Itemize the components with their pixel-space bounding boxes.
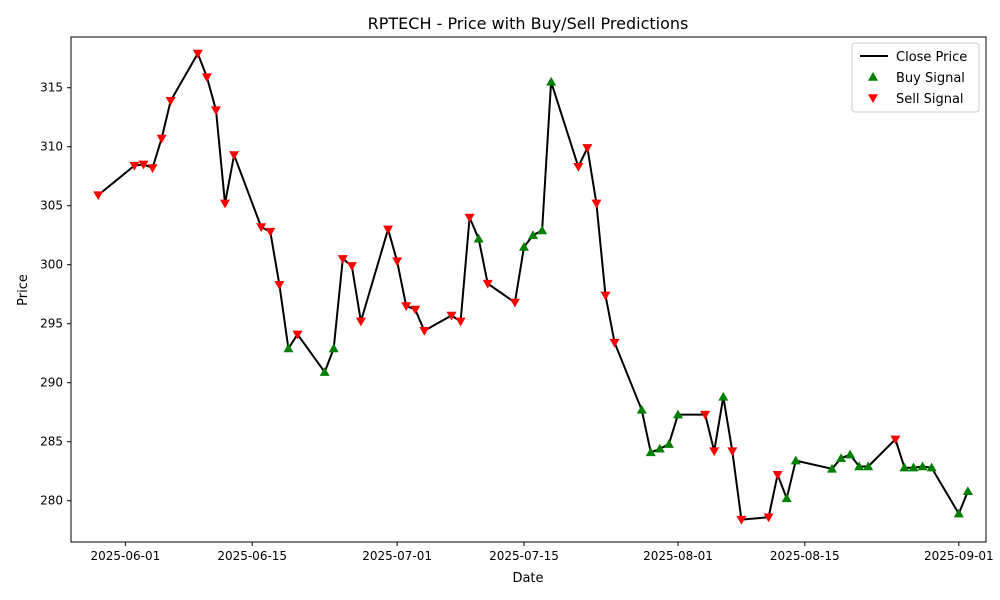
buy-signal-marker [319,367,330,376]
sell-signal-marker [93,191,104,201]
sell-signal-marker [573,163,584,172]
buy-signal-marker [926,462,937,472]
buy-signal-marker [953,508,964,518]
buy-signal-marker [518,242,529,251]
buy-signal-marker [836,453,847,462]
buy-signal-marker [899,462,910,472]
sell-signal-marker [609,338,620,348]
buy-signal-marker [654,443,665,453]
x-tick-label: 2025-06-01 [90,549,160,563]
sell-signal-marker [482,279,493,289]
legend-sell-signal-swatch [868,94,878,103]
buy-signal-marker [636,404,647,414]
y-tick-label: 315 [40,81,63,95]
sell-signal-marker [709,447,720,457]
y-tick-label: 290 [40,376,63,390]
sell-signal-marker [346,262,357,271]
y-axis-label: Price [16,274,31,306]
buy-signal-marker [781,493,792,503]
sell-signal-marker [700,410,711,420]
sell-signal-marker [337,255,348,264]
sell-signal-marker [265,227,276,237]
buy-signal-marker [537,225,548,235]
legend-buy-signal-swatch [868,72,878,81]
y-tick-label: 295 [40,317,63,331]
legend-label: Close Price [896,50,967,65]
buy-signal-marker [328,343,339,353]
sell-signal-marker [591,199,602,209]
buy-signal-marker [826,463,837,473]
sell-signal-marker [192,49,203,59]
y-tick-label: 310 [40,140,63,154]
chart-title: RPTECH - Price with Buy/Sell Predictions [368,14,689,33]
sell-signal-marker [582,144,593,153]
sell-signal-marker [256,223,267,232]
sell-signal-marker [727,447,738,457]
buy-signal-marker [790,455,801,465]
buy-signal-marker [672,409,683,419]
sell-signal-marker [509,298,520,308]
y-tick-label: 300 [40,258,63,272]
x-tick-label: 2025-07-15 [489,549,559,563]
sell-signal-marker [392,257,403,267]
sell-signal-marker [600,291,611,301]
sell-signal-marker [464,213,475,223]
sell-signal-marker [736,515,747,525]
sell-signal-marker [138,160,149,170]
sell-signal-marker [890,435,901,445]
y-tick-label: 285 [40,435,63,449]
x-tick-label: 2025-07-01 [362,549,432,563]
x-tick-label: 2025-09-01 [924,549,994,563]
sell-signal-marker [455,317,466,327]
buy-signal-marker [854,461,865,471]
sell-signal-marker [419,327,430,336]
sell-signal-marker [129,161,140,171]
sell-signal-marker [220,199,231,209]
buy-signal-marker [645,447,656,457]
plot-area [93,49,973,525]
axes-frame [70,36,987,543]
buy-signal-marker [908,462,919,472]
buy-signal-marker [546,76,557,86]
x-tick-label: 2025-08-01 [643,549,713,563]
sell-signal-marker [147,164,158,173]
legend-label: Sell Signal [896,92,964,107]
buy-signal-marker [718,391,729,401]
sell-signal-marker [772,470,783,480]
sell-signal-marker [156,134,167,144]
buy-signal-marker [962,486,973,496]
legend-box [851,42,980,113]
buy-signal-marker [663,439,674,448]
buy-signal-marker [528,230,539,239]
buy-signal-marker [283,343,294,353]
sell-signal-marker [292,330,303,340]
sell-signal-marker [446,311,457,321]
sell-signal-marker [165,96,176,106]
sell-signal-marker [401,302,412,312]
axes: 2025-06-01 2025-06-15 2025-07-01 2025-07-15… [40,36,994,563]
buy-signal-marker [863,461,874,471]
legend: Close Price Buy Signal Sell Signal [851,42,980,113]
sell-signal-marker [383,225,394,235]
x-tick-label: 2025-08-15 [770,549,840,563]
x-axis-label: Date [512,571,543,586]
legend-label: Buy Signal [896,71,965,86]
y-tick-label: 280 [40,494,63,508]
sell-signal-marker [210,106,221,116]
buy-signal-marker [845,449,856,459]
x-tick-label: 2025-06-15 [217,549,287,563]
sell-signal-marker [410,305,421,315]
sell-signal-marker [274,281,285,290]
buy-signal-marker [473,233,484,243]
sell-signal-marker [763,513,774,523]
y-tick-label: 305 [40,199,63,213]
sell-signal-marker [201,73,212,83]
sell-signal-marker [229,151,240,160]
buy-signal-marker [917,461,928,471]
sell-signal-marker [355,317,366,327]
